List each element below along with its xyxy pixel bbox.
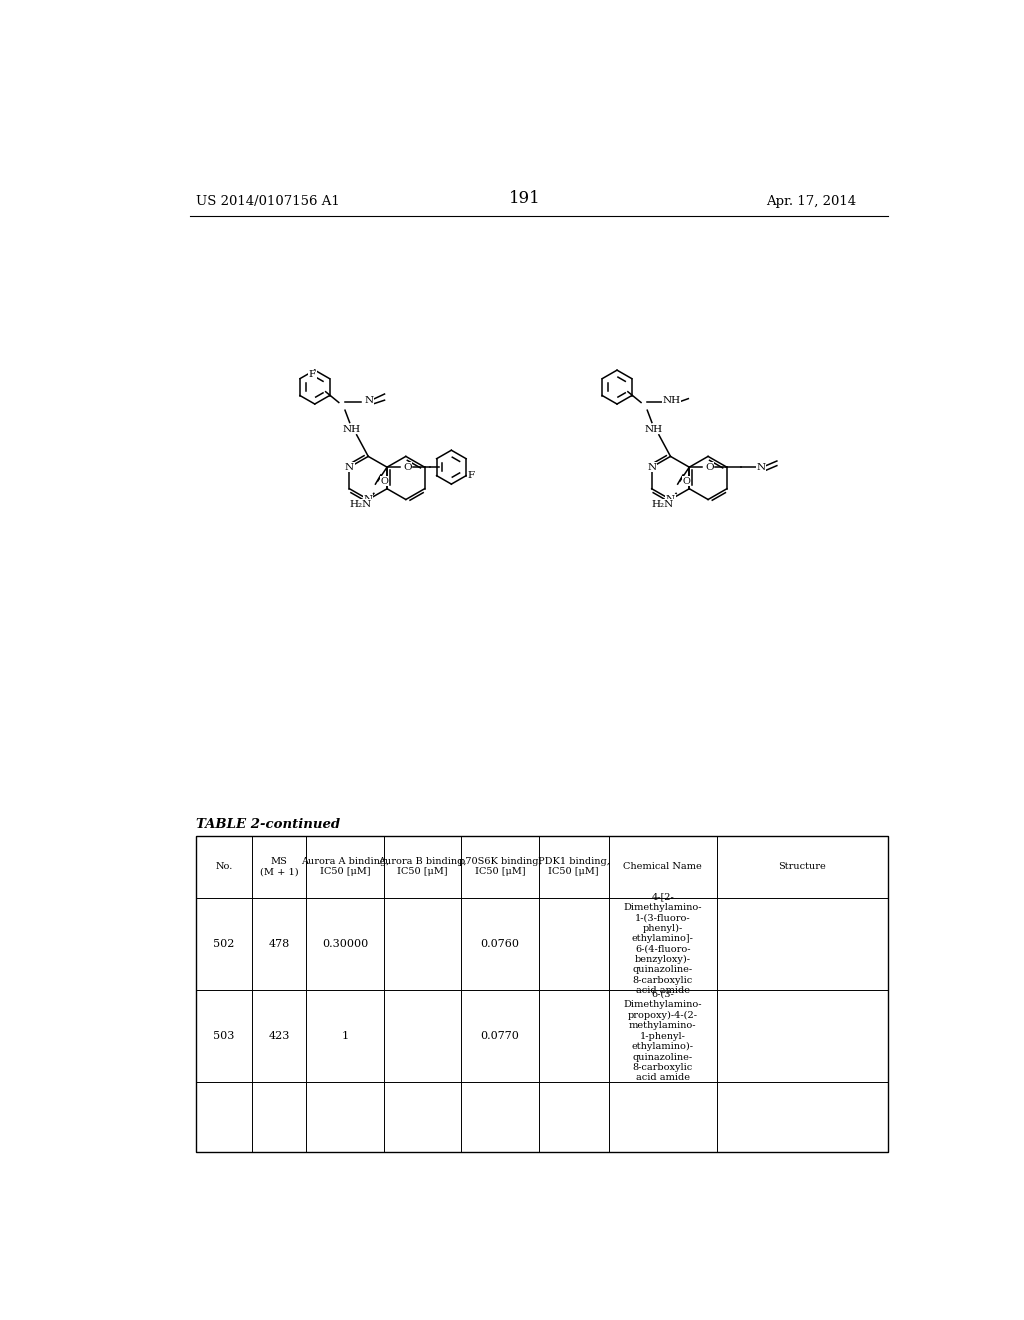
Text: p70S6K binding,
IC50 [μM]: p70S6K binding, IC50 [μM] xyxy=(459,857,542,876)
Text: H₂N: H₂N xyxy=(349,500,372,508)
Text: US 2014/0107156 A1: US 2014/0107156 A1 xyxy=(197,194,340,207)
Text: N: N xyxy=(757,463,766,471)
Text: 478: 478 xyxy=(268,939,290,949)
Text: Chemical Name: Chemical Name xyxy=(624,862,702,871)
Text: O: O xyxy=(402,463,412,471)
Text: 503: 503 xyxy=(213,1031,234,1041)
Text: H₂N: H₂N xyxy=(652,500,674,508)
Text: NH: NH xyxy=(663,396,680,405)
Text: Aurora A binding,
IC50 [μM]: Aurora A binding, IC50 [μM] xyxy=(301,857,389,876)
Text: 0.0760: 0.0760 xyxy=(480,939,519,949)
Text: 502: 502 xyxy=(213,939,234,949)
Text: PDK1 binding,
IC50 [μM]: PDK1 binding, IC50 [μM] xyxy=(538,857,609,876)
Text: TABLE 2-continued: TABLE 2-continued xyxy=(197,818,340,832)
Text: O: O xyxy=(682,477,690,486)
Text: Structure: Structure xyxy=(778,862,826,871)
Text: F: F xyxy=(309,371,316,379)
Text: NH: NH xyxy=(644,425,663,434)
Text: O: O xyxy=(380,477,388,486)
Text: 0.30000: 0.30000 xyxy=(322,939,368,949)
Text: NH: NH xyxy=(342,425,360,434)
Text: 191: 191 xyxy=(509,190,541,207)
Text: MS
(M + 1): MS (M + 1) xyxy=(260,857,298,876)
Text: 423: 423 xyxy=(268,1031,290,1041)
Text: N: N xyxy=(364,495,373,504)
Text: No.: No. xyxy=(215,862,232,871)
Text: N: N xyxy=(345,463,354,471)
Text: 6-(3-
Dimethylamino-
propoxy)-4-(2-
methylamino-
1-phenyl-
ethylamino)-
quinazol: 6-(3- Dimethylamino- propoxy)-4-(2- meth… xyxy=(624,990,702,1082)
Text: 1: 1 xyxy=(341,1031,348,1041)
Text: N: N xyxy=(647,463,656,471)
Text: 4-[2-
Dimethylamino-
1-(3-fluoro-
phenyl)-
ethylamino]-
6-(4-fluoro-
benzyloxy)-: 4-[2- Dimethylamino- 1-(3-fluoro- phenyl… xyxy=(624,892,702,995)
Text: Aurora B binding,
IC50 [μM]: Aurora B binding, IC50 [μM] xyxy=(378,857,467,876)
Text: N: N xyxy=(365,396,374,405)
Text: O: O xyxy=(706,463,714,471)
Text: Apr. 17, 2014: Apr. 17, 2014 xyxy=(766,194,856,207)
Text: 0.0770: 0.0770 xyxy=(480,1031,519,1041)
Text: N: N xyxy=(666,495,675,504)
Text: F: F xyxy=(467,471,474,480)
Bar xyxy=(197,836,888,1151)
